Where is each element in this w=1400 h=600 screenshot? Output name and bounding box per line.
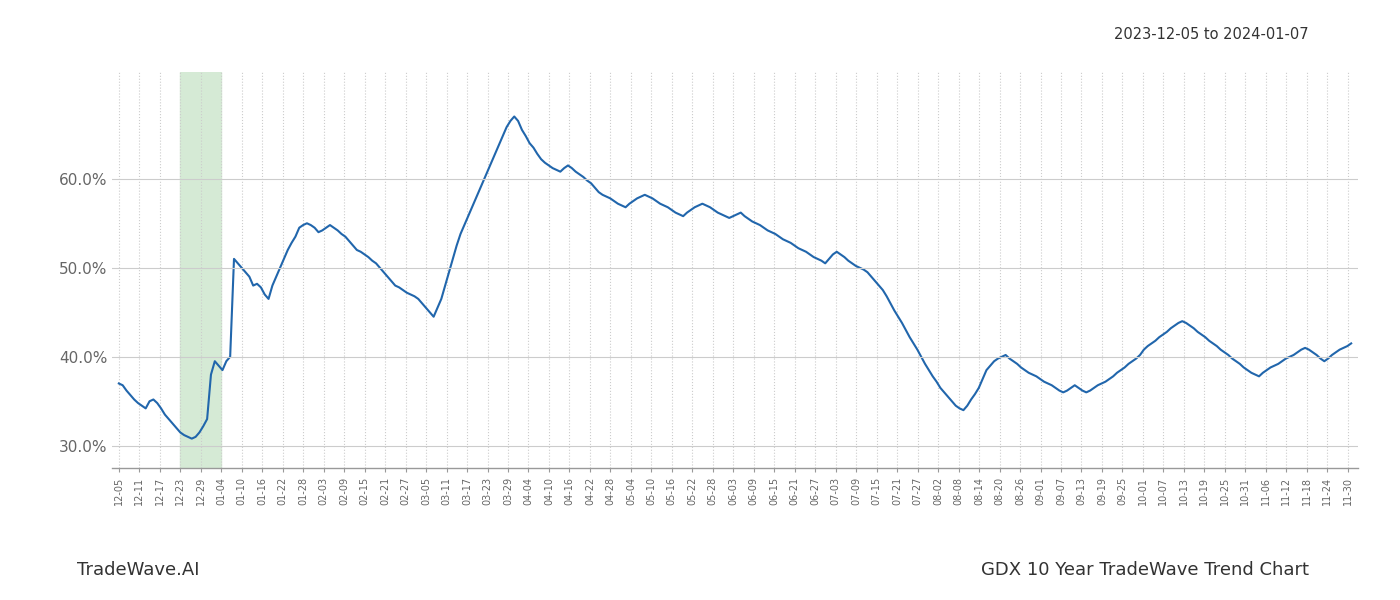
- Text: TradeWave.AI: TradeWave.AI: [77, 561, 199, 579]
- Text: GDX 10 Year TradeWave Trend Chart: GDX 10 Year TradeWave Trend Chart: [981, 561, 1309, 579]
- Text: 2023-12-05 to 2024-01-07: 2023-12-05 to 2024-01-07: [1114, 27, 1309, 42]
- Bar: [181, 72, 221, 468]
